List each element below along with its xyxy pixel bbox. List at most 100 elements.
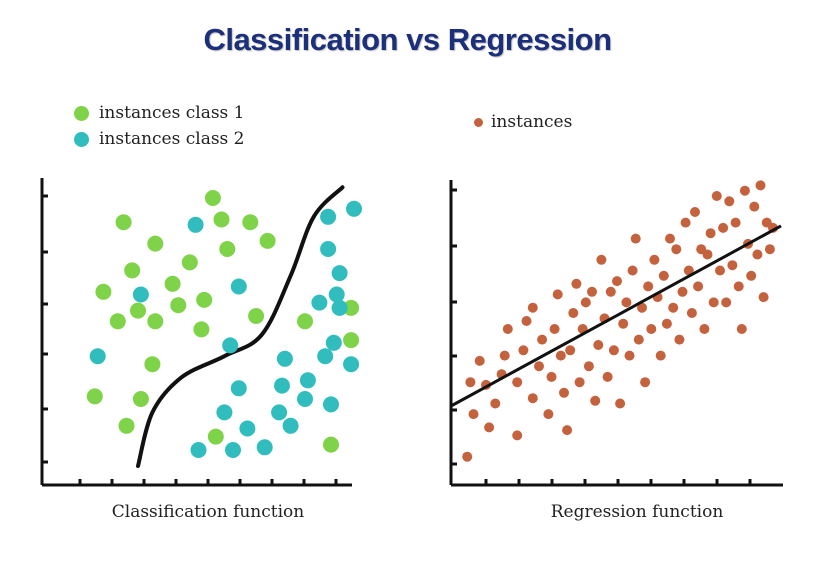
- instance-point: [562, 425, 573, 436]
- instance-point: [534, 361, 544, 372]
- instance-point: [555, 350, 566, 361]
- class-2-point: [230, 278, 247, 295]
- class-1-point: [204, 190, 221, 206]
- instance-point: [727, 260, 738, 271]
- instance-point: [602, 371, 613, 382]
- instance-point: [587, 286, 597, 297]
- class-2-point: [346, 200, 362, 217]
- instance-point: [755, 180, 766, 191]
- class-2-point: [317, 348, 334, 365]
- instance-point: [658, 270, 669, 281]
- instance-point: [708, 297, 719, 308]
- instance-point: [502, 324, 513, 334]
- instance-point: [521, 316, 532, 326]
- class-2-point: [325, 334, 342, 351]
- class-2-point: [271, 404, 288, 421]
- instance-point: [559, 387, 569, 398]
- class-2-point: [311, 294, 328, 311]
- class-1-point: [109, 313, 126, 330]
- instance-point: [637, 302, 647, 313]
- instance-point: [583, 361, 594, 372]
- instance-point: [665, 233, 675, 244]
- instance-point: [580, 297, 591, 308]
- legend-label-class-1: instances class 1: [99, 103, 245, 123]
- instance-point: [646, 324, 657, 334]
- class-2-point: [297, 391, 313, 407]
- instance-point: [640, 377, 651, 388]
- instance-point: [715, 265, 725, 276]
- instance-point: [630, 233, 641, 244]
- class-1-marker-icon: [74, 105, 89, 121]
- class-2-point: [190, 442, 207, 458]
- instance-point: [552, 289, 563, 300]
- class-1-point: [242, 214, 259, 231]
- class-2-point: [299, 372, 316, 389]
- legend-item-instances: instances: [474, 109, 572, 135]
- class-1-point: [297, 313, 313, 330]
- instance-point: [512, 430, 523, 441]
- instance-point: [733, 281, 744, 292]
- class-1-point: [164, 275, 181, 292]
- class-1-point: [193, 321, 210, 338]
- instance-point: [593, 340, 604, 350]
- regression-chart: Regression function: [449, 180, 783, 522]
- class-1-point: [115, 214, 132, 231]
- class-1-point: [130, 302, 146, 319]
- instance-point: [565, 345, 576, 356]
- instance-point: [683, 265, 694, 276]
- instance-point: [702, 249, 713, 260]
- class-2-point: [320, 241, 337, 257]
- decision-boundary-curve: [136, 185, 345, 468]
- class-2-point: [225, 442, 241, 458]
- instance-point: [686, 308, 697, 318]
- instance-point: [752, 249, 763, 260]
- class-2-point: [343, 356, 360, 373]
- instance-point: [527, 393, 538, 404]
- class-2-point: [282, 417, 299, 434]
- regression-trendline: [450, 224, 782, 408]
- instance-point: [612, 276, 622, 287]
- instance-point: [605, 286, 616, 297]
- class-2-marker-icon: [74, 131, 89, 147]
- class-2-point: [239, 420, 256, 437]
- instance-point: [490, 398, 501, 409]
- instance-point: [655, 350, 666, 361]
- instance-point: [730, 217, 741, 228]
- regression-points: [462, 180, 778, 462]
- instance-point: [690, 207, 700, 217]
- class-1-point: [207, 428, 224, 445]
- legend-item-class-1: instances class 1: [74, 100, 245, 126]
- class-1-point: [124, 262, 141, 279]
- class-2-point: [331, 265, 348, 282]
- instance-point: [739, 185, 750, 196]
- instance-point: [661, 318, 672, 329]
- class-2-point: [256, 439, 273, 456]
- instance-point: [590, 395, 601, 406]
- instance-point: [568, 308, 579, 318]
- instance-point: [621, 297, 632, 308]
- class-2-point: [222, 337, 239, 354]
- instance-point: [618, 318, 629, 329]
- instance-point: [596, 254, 607, 265]
- class-1-point: [170, 297, 187, 314]
- regression-legend: instances: [474, 109, 572, 135]
- regression-axes: [449, 180, 783, 487]
- instance-point: [571, 278, 582, 289]
- instance-point: [474, 355, 485, 366]
- class-2-point: [274, 377, 290, 394]
- classification-axes: [40, 178, 352, 487]
- instance-point: [671, 244, 682, 255]
- instance-point: [668, 302, 679, 313]
- instance-point: [746, 270, 757, 281]
- instance-point: [527, 302, 538, 313]
- classification-points: [86, 190, 362, 458]
- regression-xlabel: Regression function: [551, 502, 724, 522]
- class-1-point: [259, 232, 276, 249]
- class-1-point: [343, 332, 360, 349]
- classification-xlabel: Classification function: [112, 502, 305, 522]
- instance-point: [718, 222, 729, 233]
- instance-point: [721, 297, 732, 308]
- instance-point: [465, 377, 476, 388]
- class-1-point: [144, 356, 161, 373]
